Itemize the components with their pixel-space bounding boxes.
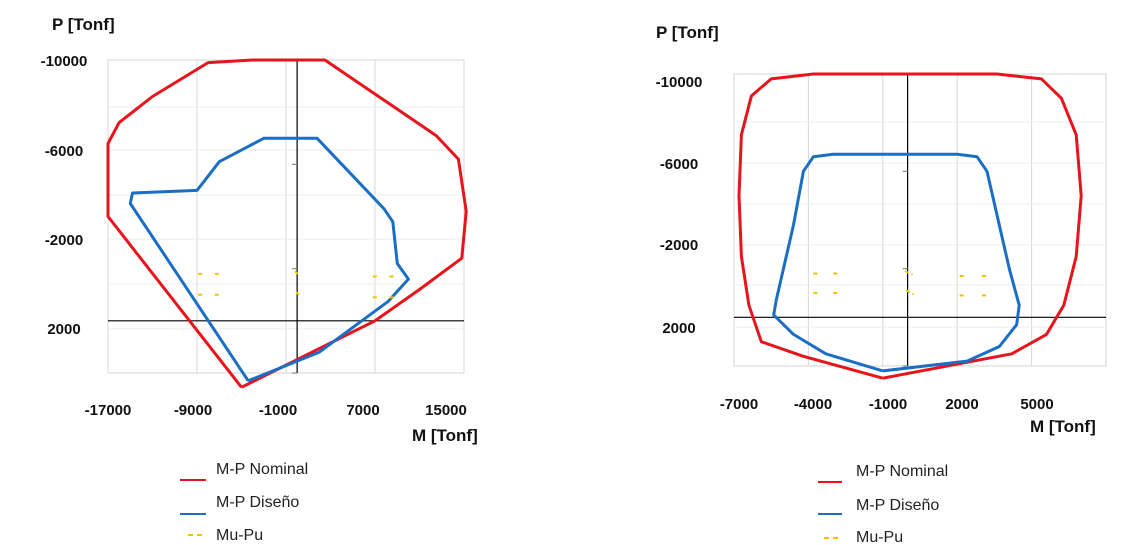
- left-y-tick-label: -2000: [45, 232, 83, 249]
- left-y-axis-title: P [Tonf]: [52, 15, 115, 34]
- mu-pu-point: [904, 270, 914, 276]
- mu-pu-point: [295, 291, 302, 297]
- right-y-axis-title: P [Tonf]: [656, 23, 719, 42]
- legend-label-nominal: M-P Nominal: [856, 463, 948, 480]
- right-series: [737, 72, 1083, 380]
- right-x-tick-label: 2000: [945, 396, 978, 413]
- left-legend: M-P Nominal M-P Diseño Mu-Pu: [180, 461, 308, 544]
- left-y-tick-label: -10000: [41, 53, 88, 70]
- right-y-tick-label: -6000: [660, 156, 698, 173]
- right-y-tick-label: 2000: [662, 320, 695, 337]
- right-legend: M-P Nominal M-P Diseño Mu-Pu: [818, 463, 948, 545]
- left-x-tick-label: 15000: [425, 402, 467, 419]
- legend-label-diseno: M-P Diseño: [216, 494, 299, 511]
- left-x-tick-label: -9000: [174, 402, 212, 419]
- right-x-tick-label: -7000: [720, 396, 758, 413]
- left-plot-area: [106, 58, 468, 389]
- legend-label-nominal: M-P Nominal: [216, 461, 308, 478]
- nominal-curve: [106, 58, 468, 389]
- mu-pu-point: [905, 289, 915, 296]
- mu-pu-point: [294, 270, 301, 276]
- left-x-tick-label: -1000: [259, 402, 297, 419]
- left-chart: P [Tonf] -10000 -6000 -2000 2000 -17000 …: [41, 15, 478, 544]
- legend-label-diseno: M-P Diseño: [856, 497, 939, 514]
- left-y-tick-label: -6000: [45, 143, 83, 160]
- right-x-tick-label: 5000: [1020, 396, 1053, 413]
- design-curve: [772, 152, 1021, 373]
- legend-label-mupu: Mu-Pu: [856, 529, 903, 545]
- left-y-tick-label: 2000: [47, 321, 80, 338]
- right-y-tick-label: -2000: [660, 237, 698, 254]
- left-x-tick-label: -17000: [85, 402, 132, 419]
- right-y-tick-label: -10000: [656, 74, 703, 91]
- left-x-axis-title: M [Tonf]: [412, 426, 478, 445]
- right-plot-border: [733, 73, 1107, 367]
- left-x-tick-label: 7000: [346, 402, 379, 419]
- right-x-axis-title: M [Tonf]: [1030, 417, 1096, 436]
- legend-label-mupu: Mu-Pu: [216, 527, 263, 544]
- right-chart: P [Tonf] -10000 -6000 -2000 2000 -7000 -…: [656, 23, 1107, 545]
- left-series: [106, 58, 468, 389]
- right-plot-area: [733, 72, 1107, 380]
- nominal-curve: [737, 72, 1083, 380]
- right-x-tick-label: -1000: [869, 396, 907, 413]
- right-x-tick-label: -4000: [794, 396, 832, 413]
